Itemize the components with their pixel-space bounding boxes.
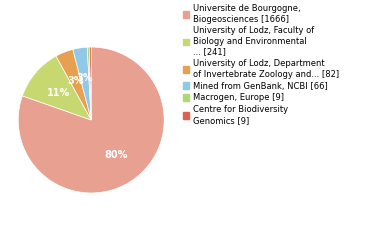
- Wedge shape: [18, 47, 164, 193]
- Text: 3%: 3%: [76, 73, 93, 83]
- Legend: Universite de Bourgogne,
Biogeosciences [1666], University of Lodz, Faculty of
B: Universite de Bourgogne, Biogeosciences …: [183, 4, 339, 125]
- Wedge shape: [56, 49, 91, 120]
- Text: 3%: 3%: [67, 76, 84, 86]
- Wedge shape: [22, 56, 91, 120]
- Text: 80%: 80%: [104, 150, 127, 160]
- Text: 11%: 11%: [47, 88, 71, 98]
- Wedge shape: [73, 47, 91, 120]
- Wedge shape: [89, 47, 91, 120]
- Wedge shape: [87, 47, 91, 120]
